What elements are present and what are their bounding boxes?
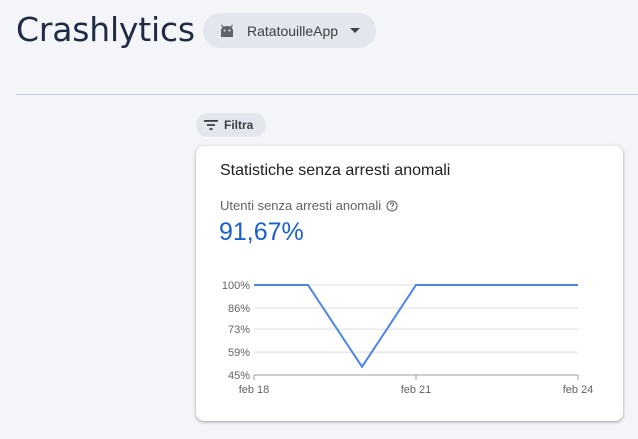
filter-label: Filtra <box>224 118 254 132</box>
page-title: Crashlytics <box>16 10 195 49</box>
series-line <box>254 284 578 369</box>
filter-button[interactable]: Filtra <box>196 113 266 137</box>
y-tick-label: 100% <box>222 280 250 292</box>
crash-free-users-chart: 100% 86% 73% 59% 45% feb 18 feb 21 feb 24 <box>222 280 594 396</box>
y-tick-label: 73% <box>228 324 250 336</box>
header-divider <box>16 94 638 95</box>
y-tick-label: 86% <box>228 303 250 315</box>
app-picker-dropdown[interactable]: RatatouilleApp <box>203 13 376 48</box>
x-tick-label: feb 24 <box>563 384 594 396</box>
help-icon[interactable] <box>386 199 398 212</box>
card-title: Statistiche senza arresti anomali <box>220 162 451 179</box>
chevron-down-icon <box>350 27 361 33</box>
y-tick-label: 45% <box>228 370 250 382</box>
x-tick-label: feb 21 <box>401 384 432 396</box>
filter-icon <box>204 120 218 130</box>
x-tick-label: feb 18 <box>239 384 270 396</box>
metric-label: Utenti senza arresti anomali <box>220 198 398 213</box>
metric-label-text: Utenti senza arresti anomali <box>220 198 382 213</box>
crash-free-stats-card: Statistiche senza arresti anomali Utenti… <box>196 146 623 421</box>
metric-value: 91,67% <box>219 218 304 246</box>
app-picker-label: RatatouilleApp <box>247 22 339 39</box>
android-icon <box>221 23 233 37</box>
y-tick-label: 59% <box>228 347 250 359</box>
